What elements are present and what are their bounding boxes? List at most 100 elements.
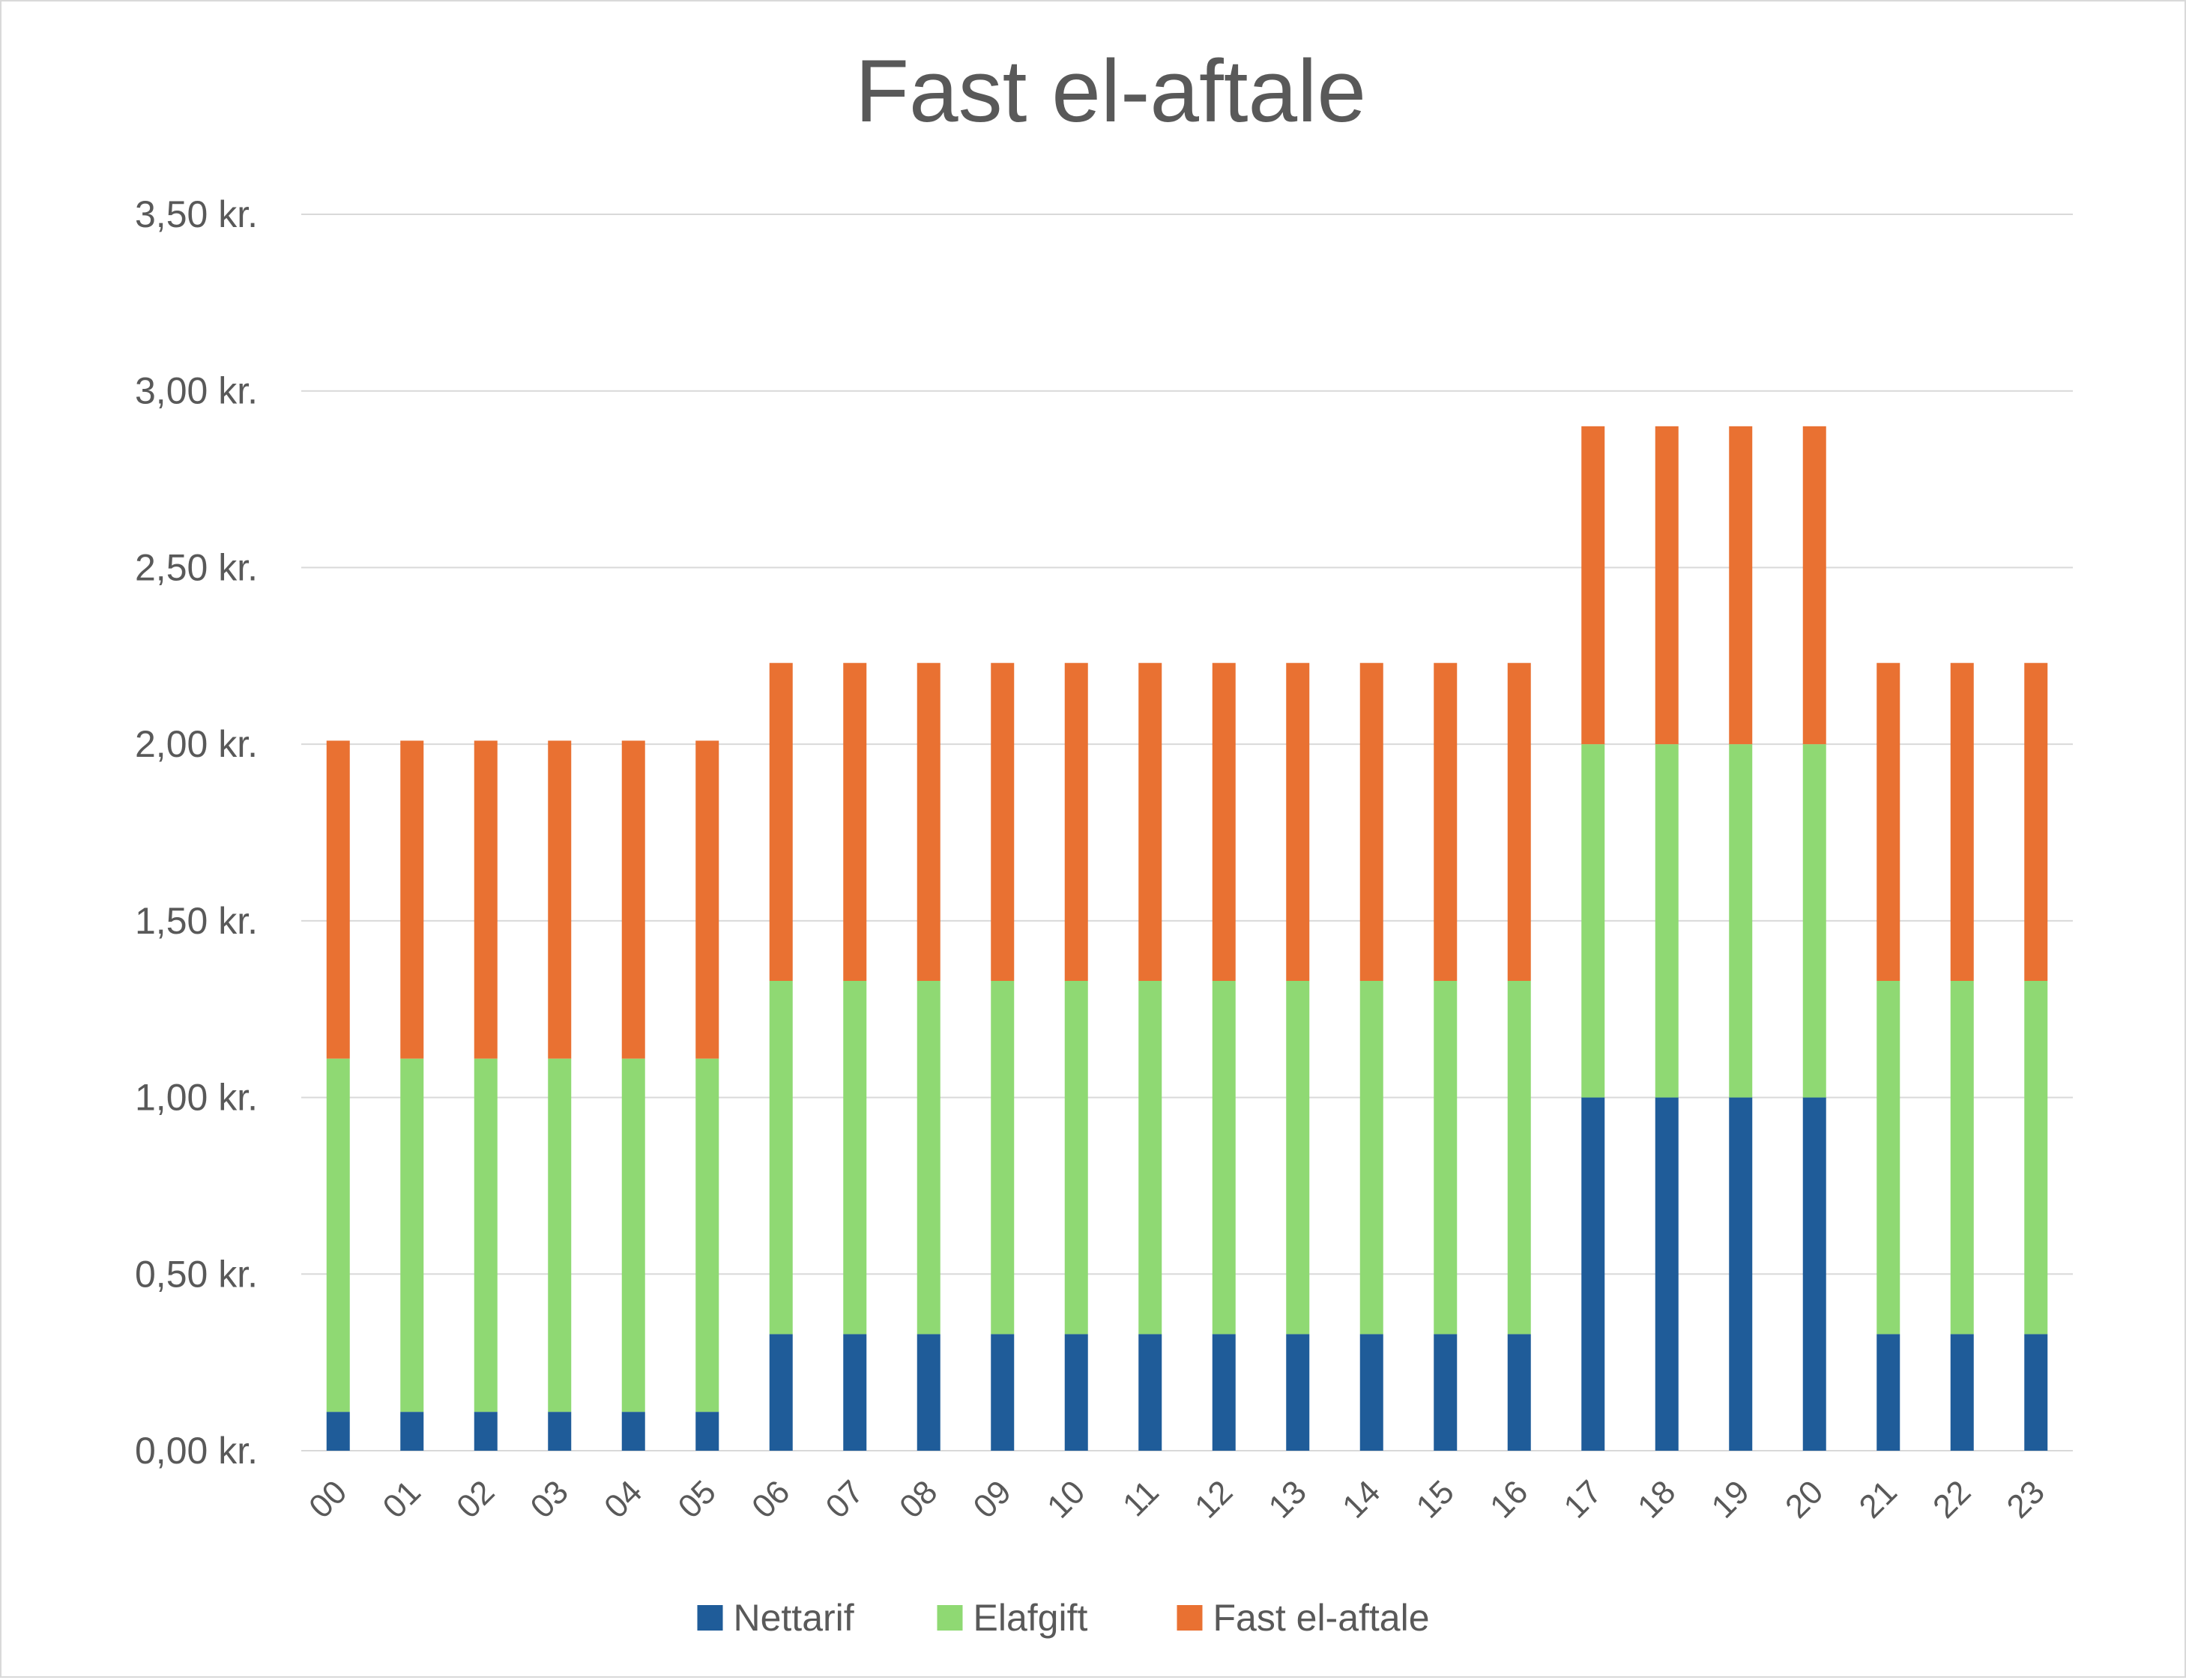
bar-segment-fast-el-aftale xyxy=(326,740,350,1059)
bar-segment-nettarif xyxy=(769,1334,793,1451)
bar-segment-fast-el-aftale xyxy=(991,662,1015,981)
x-tick-label: 06 xyxy=(745,1473,797,1525)
bar-segment-elafgift xyxy=(400,1058,424,1412)
bar-segment-nettarif xyxy=(400,1412,424,1451)
bar-segment-elafgift xyxy=(843,981,867,1335)
x-tick-label: 00 xyxy=(302,1473,354,1525)
y-tick-label: 1,00 kr. xyxy=(135,1077,258,1119)
bar-segment-fast-el-aftale xyxy=(1581,426,1605,745)
bar-segment-elafgift xyxy=(1507,981,1531,1335)
x-tick-label: 01 xyxy=(376,1473,428,1525)
bar-segment-fast-el-aftale xyxy=(2024,662,2048,981)
x-tick-label: 17 xyxy=(1557,1473,1609,1525)
legend-swatch xyxy=(1177,1605,1203,1631)
bar-segment-fast-el-aftale xyxy=(1507,662,1531,981)
y-tick-label: 3,50 kr. xyxy=(135,193,258,235)
x-tick-label: 07 xyxy=(819,1473,871,1525)
bar-segment-elafgift xyxy=(1212,981,1236,1335)
bar-segment-elafgift xyxy=(621,1058,645,1412)
y-tick-label: 0,00 kr. xyxy=(135,1430,258,1472)
bar-segment-fast-el-aftale xyxy=(695,740,719,1059)
bar-segment-fast-el-aftale xyxy=(843,662,867,981)
bar-segment-elafgift xyxy=(1286,981,1310,1335)
bar-segment-fast-el-aftale xyxy=(621,740,645,1059)
bar-segment-elafgift xyxy=(1876,981,1900,1335)
bar-segment-elafgift xyxy=(991,981,1015,1335)
x-tick-label: 08 xyxy=(893,1473,944,1525)
bar-segment-nettarif xyxy=(1138,1334,1162,1451)
x-tick-label: 11 xyxy=(1116,1473,1166,1523)
bar-segment-elafgift xyxy=(1064,981,1088,1335)
bar-segment-elafgift xyxy=(1359,981,1383,1335)
gridlines xyxy=(301,214,2073,1451)
x-tick-label: 18 xyxy=(1631,1473,1682,1525)
bar-segment-fast-el-aftale xyxy=(917,662,940,981)
bar-segment-elafgift xyxy=(1950,981,1974,1335)
legend: Nettarif Elafgift Fast el-aftale xyxy=(697,1597,1430,1639)
bar-segment-nettarif xyxy=(1950,1334,1974,1451)
chart-title: Fast el-aftale xyxy=(855,42,1366,141)
bar-segment-nettarif xyxy=(1286,1334,1310,1451)
bar-segment-nettarif xyxy=(1655,1097,1679,1451)
x-tick-label: 19 xyxy=(1705,1473,1757,1525)
bar-segment-nettarif xyxy=(1876,1334,1900,1451)
bar-segment-fast-el-aftale xyxy=(1729,426,1753,745)
x-tick-label: 03 xyxy=(524,1473,576,1525)
bar-segment-elafgift xyxy=(1729,744,1753,1098)
x-axis-tick-labels: 00 01 02 03 04 05 06 07 08 09 10 11 12 13 14 15 16 17 18 19… xyxy=(302,1473,2052,1525)
bar-segment-nettarif xyxy=(326,1412,350,1451)
bar-segment-fast-el-aftale xyxy=(1138,662,1162,981)
bar-segment-fast-el-aftale xyxy=(1950,662,1974,981)
bar-segment-fast-el-aftale xyxy=(400,740,424,1059)
bar-segment-nettarif xyxy=(1729,1097,1753,1451)
x-tick-label: 04 xyxy=(597,1473,649,1525)
bar-segment-elafgift xyxy=(1581,744,1605,1098)
x-tick-label: 12 xyxy=(1188,1473,1240,1525)
bar-segment-nettarif xyxy=(843,1334,867,1451)
y-tick-label: 1,50 kr. xyxy=(135,900,258,942)
x-tick-label: 05 xyxy=(671,1473,723,1525)
bar-segment-nettarif xyxy=(991,1334,1015,1451)
bar-segment-nettarif xyxy=(1359,1334,1383,1451)
x-tick-label: 14 xyxy=(1335,1473,1387,1525)
legend-label: Elafgift xyxy=(973,1597,1088,1639)
x-tick-label: 22 xyxy=(1926,1473,1978,1525)
y-tick-label: 2,50 kr. xyxy=(135,546,258,588)
bar-segment-elafgift xyxy=(1655,744,1679,1098)
bar-segment-elafgift xyxy=(917,981,940,1335)
bar-segment-nettarif xyxy=(1581,1097,1605,1451)
bar-segment-fast-el-aftale xyxy=(1286,662,1310,981)
bar-segment-elafgift xyxy=(548,1058,572,1412)
bar-segment-nettarif xyxy=(2024,1334,2048,1451)
legend-swatch xyxy=(937,1605,963,1631)
bar-segment-fast-el-aftale xyxy=(1359,662,1383,981)
x-tick-label: 09 xyxy=(967,1473,1018,1525)
bar-segment-fast-el-aftale xyxy=(1212,662,1236,981)
bar-segment-elafgift xyxy=(474,1058,498,1412)
bar-segment-fast-el-aftale xyxy=(1802,426,1826,745)
bar-segment-nettarif xyxy=(621,1412,645,1451)
bar-segment-elafgift xyxy=(1138,981,1162,1335)
x-tick-label: 15 xyxy=(1410,1473,1461,1525)
bar-segment-elafgift xyxy=(1434,981,1458,1335)
bar-segment-nettarif xyxy=(1802,1097,1826,1451)
bar-segment-elafgift xyxy=(2024,981,2048,1335)
bar-segment-nettarif xyxy=(548,1412,572,1451)
bar-segment-nettarif xyxy=(695,1412,719,1451)
y-tick-label: 0,50 kr. xyxy=(135,1253,258,1295)
legend-label: Fast el-aftale xyxy=(1213,1597,1430,1639)
bar-segment-nettarif xyxy=(1434,1334,1458,1451)
y-tick-label: 2,00 kr. xyxy=(135,723,258,765)
bar-segment-nettarif xyxy=(917,1334,940,1451)
x-tick-label: 02 xyxy=(450,1473,501,1525)
x-tick-label: 13 xyxy=(1262,1473,1314,1525)
legend-label: Nettarif xyxy=(734,1597,854,1639)
legend-swatch xyxy=(697,1605,723,1631)
bar-segment-fast-el-aftale xyxy=(1434,662,1458,981)
bar-segment-elafgift xyxy=(326,1058,350,1412)
bar-segment-nettarif xyxy=(474,1412,498,1451)
bar-segment-fast-el-aftale xyxy=(1655,426,1679,745)
bars xyxy=(326,426,2048,1451)
